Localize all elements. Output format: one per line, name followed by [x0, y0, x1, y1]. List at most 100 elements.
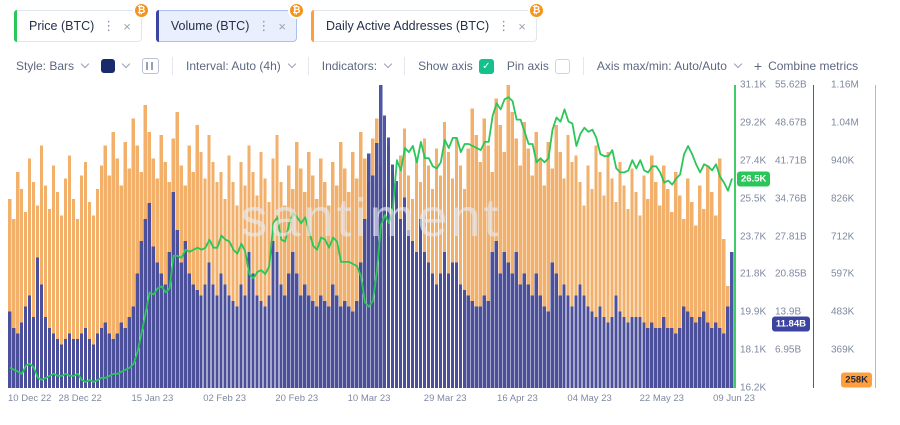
tab-label: Volume (BTC): [170, 19, 250, 33]
tab-color-accent: [155, 10, 159, 42]
axis-tick-label: 55.62B: [775, 79, 807, 91]
bitcoin-badge-icon: ₿: [287, 2, 305, 19]
axis-tick-label: 18.1K: [740, 344, 767, 356]
tab-color-accent: [14, 10, 17, 42]
combine-metrics-label: Combine metrics: [768, 59, 859, 73]
show-axis-checkbox[interactable]: ✓: [478, 58, 494, 74]
axis-line: [874, 85, 876, 388]
style-label: Style: Bars: [16, 59, 75, 73]
axis-tick-label: 23.7K: [740, 231, 767, 242]
x-axis-label: 04 May 23: [567, 393, 612, 404]
pin-axis-checkbox[interactable]: [554, 58, 570, 74]
chevron-down-icon: [80, 59, 90, 69]
pin-axis-label: Pin axis: [506, 59, 549, 73]
toolbar-divider: [172, 57, 174, 75]
show-axis-label: Show axis: [418, 59, 473, 73]
indicators-label: Indicators:: [321, 59, 378, 73]
plus-icon: +: [753, 58, 763, 74]
axis-tick-label: 21.8K: [740, 268, 767, 280]
axis-tick-label: 483K: [831, 306, 855, 318]
chart-area: santiment 10 Dec 22 28 Dec 22 15 Jan 23 02 …: [8, 80, 900, 404]
indicators-selector[interactable]: Indicators:: [321, 59, 393, 73]
interval-selector[interactable]: Interval: Auto (4h): [186, 59, 296, 73]
color-swatch[interactable]: [101, 59, 116, 73]
x-axis-label: 10 Dec 22: [8, 393, 52, 404]
kebab-menu-icon[interactable]: ⋮: [257, 18, 271, 33]
tab-label: Daily Active Addresses (BTC): [325, 19, 490, 33]
x-axis-label: 09 Jun 23: [713, 393, 755, 404]
toolbar-divider: [404, 57, 406, 75]
toolbar-divider: [307, 57, 309, 75]
plot-region[interactable]: santiment 10 Dec 22 28 Dec 22 15 Jan 23 02 …: [8, 85, 755, 404]
x-axis-label: 02 Feb 23: [203, 393, 246, 404]
axis-tick-label: 712K: [831, 231, 855, 242]
bitcoin-badge-icon: ₿: [132, 2, 150, 19]
tab-daily-active-addresses-btc[interactable]: Daily Active Addresses (BTC) ⋮ × ₿: [310, 2, 545, 42]
axis-tick-label: 48.67B: [775, 117, 807, 129]
axis-tick-label: 27.81B: [775, 231, 807, 242]
axis-tick-label: 597K: [831, 268, 855, 280]
axis-tick-label: 6.95B: [775, 344, 802, 356]
axis-tick-label: 826K: [831, 193, 855, 205]
chevron-down-icon: [733, 59, 743, 69]
axis-tick-label: 41.71B: [775, 155, 807, 167]
axis-tick-label: 16.2K: [740, 382, 767, 394]
x-axis-label: 15 Jan 23: [131, 393, 174, 404]
series-color-picker[interactable]: [101, 59, 131, 73]
x-axis: 10 Dec 22 28 Dec 22 15 Jan 23 02 Feb 23 20 F…: [8, 388, 755, 404]
axis-maxmin-label: Axis max/min: Auto/Auto: [596, 59, 727, 73]
axis-tick-label: 27.4K: [740, 155, 767, 167]
volume-axis[interactable]: 55.62B 48.67B 41.71B 34.76B 27.81B 20.85B 13.9…: [771, 80, 814, 388]
close-icon[interactable]: ×: [123, 18, 131, 34]
axis-tick-label: 25.5K: [740, 193, 767, 205]
chevron-down-icon: [121, 59, 131, 69]
kebab-menu-icon[interactable]: ⋮: [497, 18, 511, 33]
interval-label: Interval: Auto (4h): [186, 59, 281, 73]
metric-tabs: Price (BTC) ⋮ × ₿ Volume (BTC) ⋮ × ₿ Dai…: [0, 0, 900, 42]
bitcoin-badge-icon: ₿: [527, 2, 545, 19]
chevron-down-icon: [287, 59, 296, 69]
axis-tick-label: 31.1K: [740, 79, 767, 91]
close-icon[interactable]: ×: [278, 18, 286, 34]
axis-line: [812, 85, 814, 388]
axis-tick-label: 1.04M: [831, 117, 859, 129]
axis-tick-label: 940K: [831, 155, 855, 167]
plot-svg: [8, 85, 734, 388]
price-axis[interactable]: 31.1K 29.2K 27.4K 25.5K 23.7K 21.8K 19.9K 18.1K…: [734, 80, 772, 394]
price-line: [9, 96, 733, 383]
kebab-menu-icon[interactable]: ⋮: [102, 18, 116, 33]
tab-volume-btc[interactable]: Volume (BTC) ⋮ × ₿: [155, 2, 305, 42]
bar-fill-style-icon[interactable]: [142, 58, 160, 74]
show-axis-toggle[interactable]: Show axis ✓: [418, 58, 494, 74]
daily-active-addresses-axis[interactable]: 1.16M 1.04M 940K 826K 712K 597K 483K 369K 258K: [828, 80, 876, 388]
style-selector[interactable]: Style: Bars: [16, 59, 90, 73]
chevron-down-icon: [383, 59, 393, 69]
pin-axis-toggle[interactable]: Pin axis: [506, 58, 570, 74]
tab-label: Price (BTC): [29, 19, 95, 33]
x-axis-label: 16 Apr 23: [497, 393, 538, 404]
check-icon: ✓: [482, 60, 491, 72]
chart-toolbar: Style: Bars Interval: Auto (4h) Indicato…: [0, 42, 900, 75]
x-axis-label: 29 Mar 23: [423, 393, 467, 404]
current-value-badge: 11.84B: [771, 316, 810, 331]
toolbar-divider: [582, 57, 584, 75]
axis-tick-label: 29.2K: [740, 117, 767, 129]
axis-tick-label: 13.9B: [775, 306, 802, 318]
x-axis-label: 28 Dec 22: [58, 393, 102, 404]
x-axis-label: 22 May 23: [639, 393, 684, 404]
tab-price-btc[interactable]: Price (BTC) ⋮ × ₿: [14, 2, 150, 42]
axis-tick-label: 19.9K: [740, 306, 767, 318]
current-value-badge: 258K: [841, 372, 872, 388]
current-value-badge: 26.5K: [737, 171, 771, 186]
axis-tick-label: 1.16M: [831, 79, 859, 91]
axis-tick-label: 369K: [831, 344, 855, 356]
x-axis-label: 10 Mar 23: [347, 393, 391, 404]
combine-metrics-button[interactable]: + Combine metrics: [754, 58, 858, 74]
close-icon[interactable]: ×: [518, 18, 526, 34]
x-axis-label: 20 Feb 23: [275, 393, 319, 404]
axis-tick-label: 34.76B: [775, 193, 807, 205]
axis-line: [734, 85, 736, 388]
axis-maxmin-selector[interactable]: Axis max/min: Auto/Auto: [596, 59, 743, 73]
axis-tick-label: 20.85B: [775, 268, 807, 280]
